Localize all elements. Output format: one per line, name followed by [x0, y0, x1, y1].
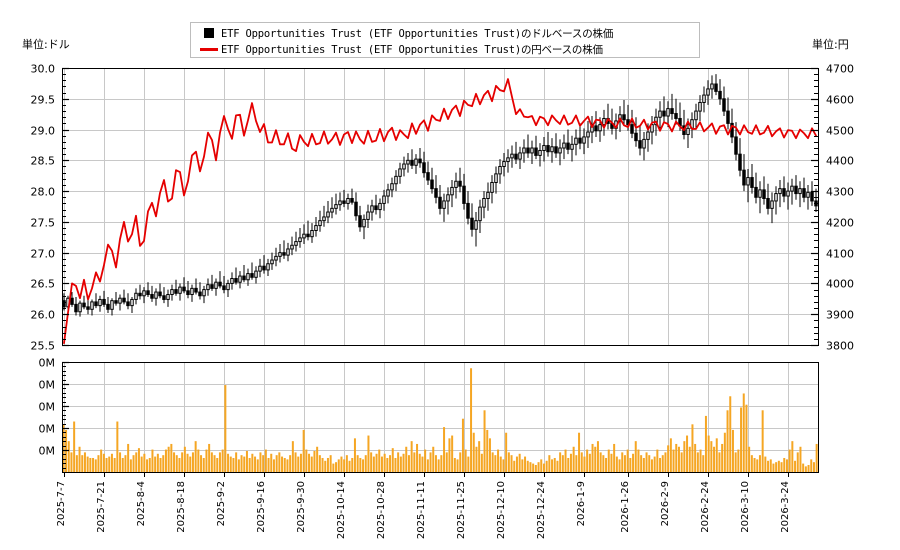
x-tick-label: 2025-9-2: [216, 481, 227, 526]
x-tick-label: 2025-7-7: [56, 481, 67, 526]
x-tick-label: 2025-12-24: [536, 481, 547, 539]
candlestick-series: [62, 74, 818, 317]
x-tick-label: 2025-12-10: [496, 481, 507, 539]
price-y-tick-label: 30.0: [31, 63, 56, 76]
chart-legend: ETF Opportunities Trust (ETF Opportuniti…: [190, 22, 700, 58]
volume-y-tick-label: 0M: [39, 379, 56, 392]
x-axis-tick-labels: 2025-7-7 2025-7-21 2025-8-4 2025-8-18 2025-9…: [56, 472, 791, 539]
volume-y-tick-label: 0M: [39, 445, 56, 458]
legend-item-usd: ETF Opportunities Trust (ETF Opportuniti…: [197, 25, 695, 41]
volume-y-tick-label: 0M: [39, 423, 56, 436]
x-tick-label: 2026-2-24: [700, 481, 711, 533]
price-y-tick-label: 26.5: [31, 278, 56, 291]
x-tick-label: 2025-8-4: [136, 481, 147, 526]
x-tick-label: 2025-10-28: [376, 481, 387, 539]
x-tick-label: 2025-10-14: [336, 481, 347, 539]
yen-y-tick-label: 4300: [826, 186, 854, 199]
price-y-tick-label: 29.0: [31, 125, 56, 138]
left-axis-unit-label: 単位:ドル: [22, 38, 70, 51]
yen-y-tick-label: 4500: [826, 125, 854, 138]
x-tick-label: 2026-1-9: [576, 481, 587, 526]
price-axes: 25.5 26.0 26.5 27.0 27.5 28.0 28.5 29.0 29.5 30.0…: [31, 63, 855, 353]
volume-y-tick-label: 0M: [39, 357, 56, 370]
volume-axes: 0M 0M 0M 0M 0M: [39, 357, 819, 473]
legend-label-usd: ETF Opportunities Trust (ETF Opportuniti…: [221, 27, 614, 40]
yen-y-tick-label: 4000: [826, 278, 854, 291]
red-line-icon: [197, 47, 221, 51]
price-y-tick-label: 28.5: [31, 155, 56, 168]
yen-y-tick-label: 4200: [826, 217, 854, 230]
volume-gridlines: [62, 362, 818, 472]
volume-bar-series: [62, 368, 818, 472]
x-tick-label: 2025-11-11: [416, 481, 427, 539]
price-y-tick-label: 26.0: [31, 309, 56, 322]
black-square-icon: [197, 28, 221, 38]
x-tick-label: 2025-7-21: [96, 481, 107, 533]
yen-y-tick-label: 3800: [826, 340, 854, 353]
price-y-tick-label: 27.0: [31, 248, 56, 261]
yen-y-tick-label: 4700: [826, 63, 854, 76]
legend-label-jpy: ETF Opportunities Trust (ETF Opportuniti…: [221, 43, 603, 56]
yen-y-tick-label: 4100: [826, 248, 854, 261]
x-tick-label: 2026-3-10: [740, 481, 751, 533]
x-tick-label: 2025-9-30: [296, 481, 307, 533]
price-y-tick-label: 25.5: [31, 340, 56, 353]
x-tick-label: 2025-11-25: [456, 481, 467, 539]
yen-price-line: [63, 78, 817, 345]
right-axis-unit-label: 単位:円: [812, 38, 849, 51]
legend-item-jpy: ETF Opportunities Trust (ETF Opportuniti…: [197, 41, 695, 57]
volume-y-tick-label: 0M: [39, 401, 56, 414]
x-tick-label: 2026-2-9: [660, 481, 671, 526]
x-tick-label: 2026-3-24: [780, 481, 791, 533]
x-tick-label: 2026-1-26: [620, 481, 631, 533]
yen-y-tick-label: 3900: [826, 309, 854, 322]
x-tick-label: 2025-9-16: [256, 481, 267, 533]
yen-y-tick-label: 4600: [826, 94, 854, 107]
price-y-tick-label: 27.5: [31, 217, 56, 230]
x-tick-label: 2025-8-18: [176, 481, 187, 533]
price-y-tick-label: 29.5: [31, 94, 56, 107]
price-y-tick-label: 28.0: [31, 186, 56, 199]
yen-y-tick-label: 4400: [826, 155, 854, 168]
